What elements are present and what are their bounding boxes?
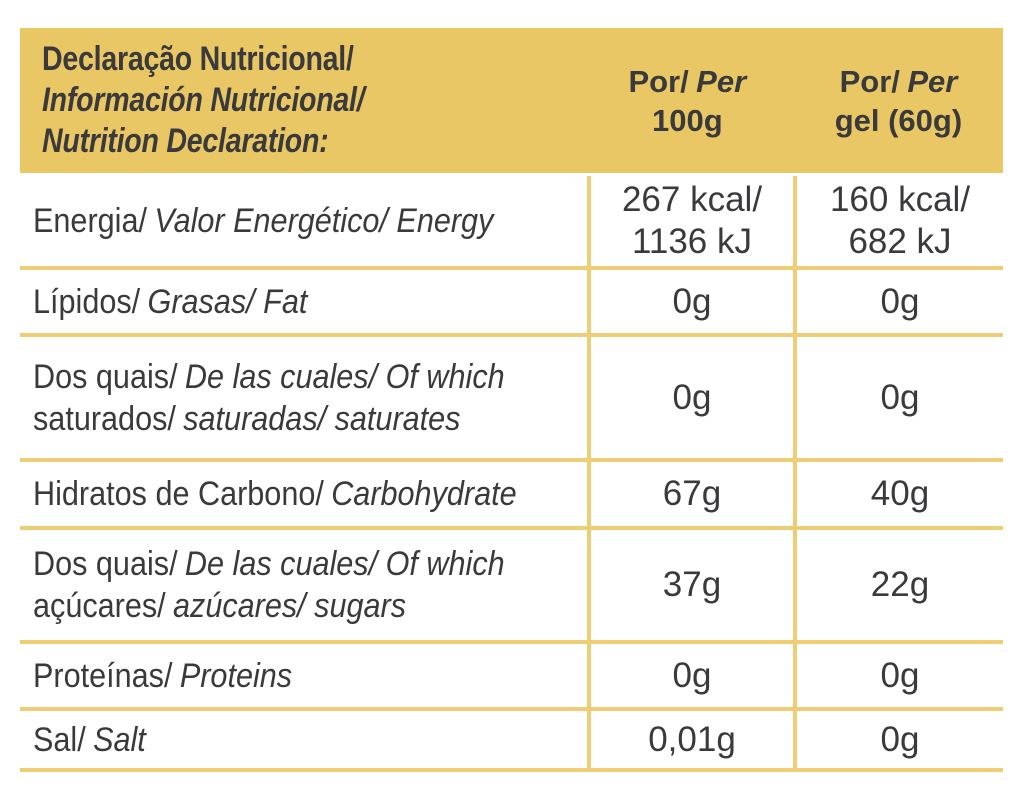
- nutrient-label: Hidratos de Carbono/Carbohydrate: [33, 475, 517, 513]
- value-per-gel: 0g: [793, 644, 1003, 707]
- value-per-gel: 0g: [793, 711, 1003, 768]
- value-per-100g: 0g: [587, 337, 793, 458]
- col-header-per: Per: [696, 63, 747, 99]
- row-salt: Sal/Salt 0,01g 0g: [20, 711, 1003, 772]
- title-line-es: Información Nutricional/: [42, 81, 365, 119]
- value-per-100g: 0g: [587, 270, 793, 333]
- row-energy: Energia/Valor Energético/ Energy 267 kca…: [20, 176, 1003, 270]
- value-per-100g: 267 kcal/ 1136 kJ: [587, 176, 793, 266]
- nutrient-label: Sal/Salt: [33, 720, 146, 759]
- nutrient-label: Lípidos/Grasas/ Fat: [33, 282, 308, 321]
- value-per-100g: 67g: [587, 462, 793, 526]
- row-carbohydrate: Hidratos de Carbono/Carbohydrate 67g 40g: [20, 462, 1003, 530]
- table-header: Declaração Nutricional/ Información Nutr…: [20, 28, 1003, 173]
- value-per-gel: 0g: [793, 337, 1003, 458]
- title-line-pt: Declaração Nutricional/: [42, 40, 354, 78]
- col-header-por: Por/: [628, 63, 689, 99]
- col-header-per-100g: Por/Per 100g: [585, 62, 790, 140]
- value-per-gel: 0g: [793, 270, 1003, 333]
- value-per-gel: 40g: [793, 462, 1003, 526]
- nutrient-label: Dos quais/De las cuales/ Of which açúcar…: [33, 545, 505, 625]
- value-per-gel: 22g: [793, 530, 1003, 640]
- row-saturates: Dos quais/De las cuales/ Of which satura…: [20, 337, 1003, 462]
- value-per-100g: 0g: [587, 644, 793, 707]
- value-per-100g: 0,01g: [587, 711, 793, 768]
- col-header-per: Per: [907, 63, 958, 99]
- value-per-gel: 160 kcal/ 682 kJ: [793, 176, 1003, 266]
- value-per-100g: 37g: [587, 530, 793, 640]
- title-line-en: Nutrition Declaration:: [42, 122, 329, 160]
- row-sugars: Dos quais/De las cuales/ Of which açúcar…: [20, 530, 1003, 644]
- nutrient-label: Proteínas/Proteins: [33, 656, 293, 695]
- row-fat: Lípidos/Grasas/ Fat 0g 0g: [20, 270, 1003, 337]
- row-proteins: Proteínas/Proteins 0g 0g: [20, 644, 1003, 711]
- col-header-por: Por/: [839, 63, 900, 99]
- col-header-per-gel: Por/Per gel (60g): [794, 62, 1003, 140]
- col-header-amount-gel: gel (60g): [834, 102, 963, 138]
- nutrient-label: Dos quais/De las cuales/ Of which satura…: [33, 357, 505, 438]
- table-body: Energia/Valor Energético/ Energy 267 kca…: [20, 176, 1003, 772]
- header-title-cell: Declaração Nutricional/ Información Nutr…: [20, 39, 585, 162]
- col-header-amount-100g: 100g: [651, 102, 723, 138]
- table-title: Declaração Nutricional/ Información Nutr…: [42, 39, 498, 162]
- nutrient-label: Energia/Valor Energético/ Energy: [33, 202, 494, 240]
